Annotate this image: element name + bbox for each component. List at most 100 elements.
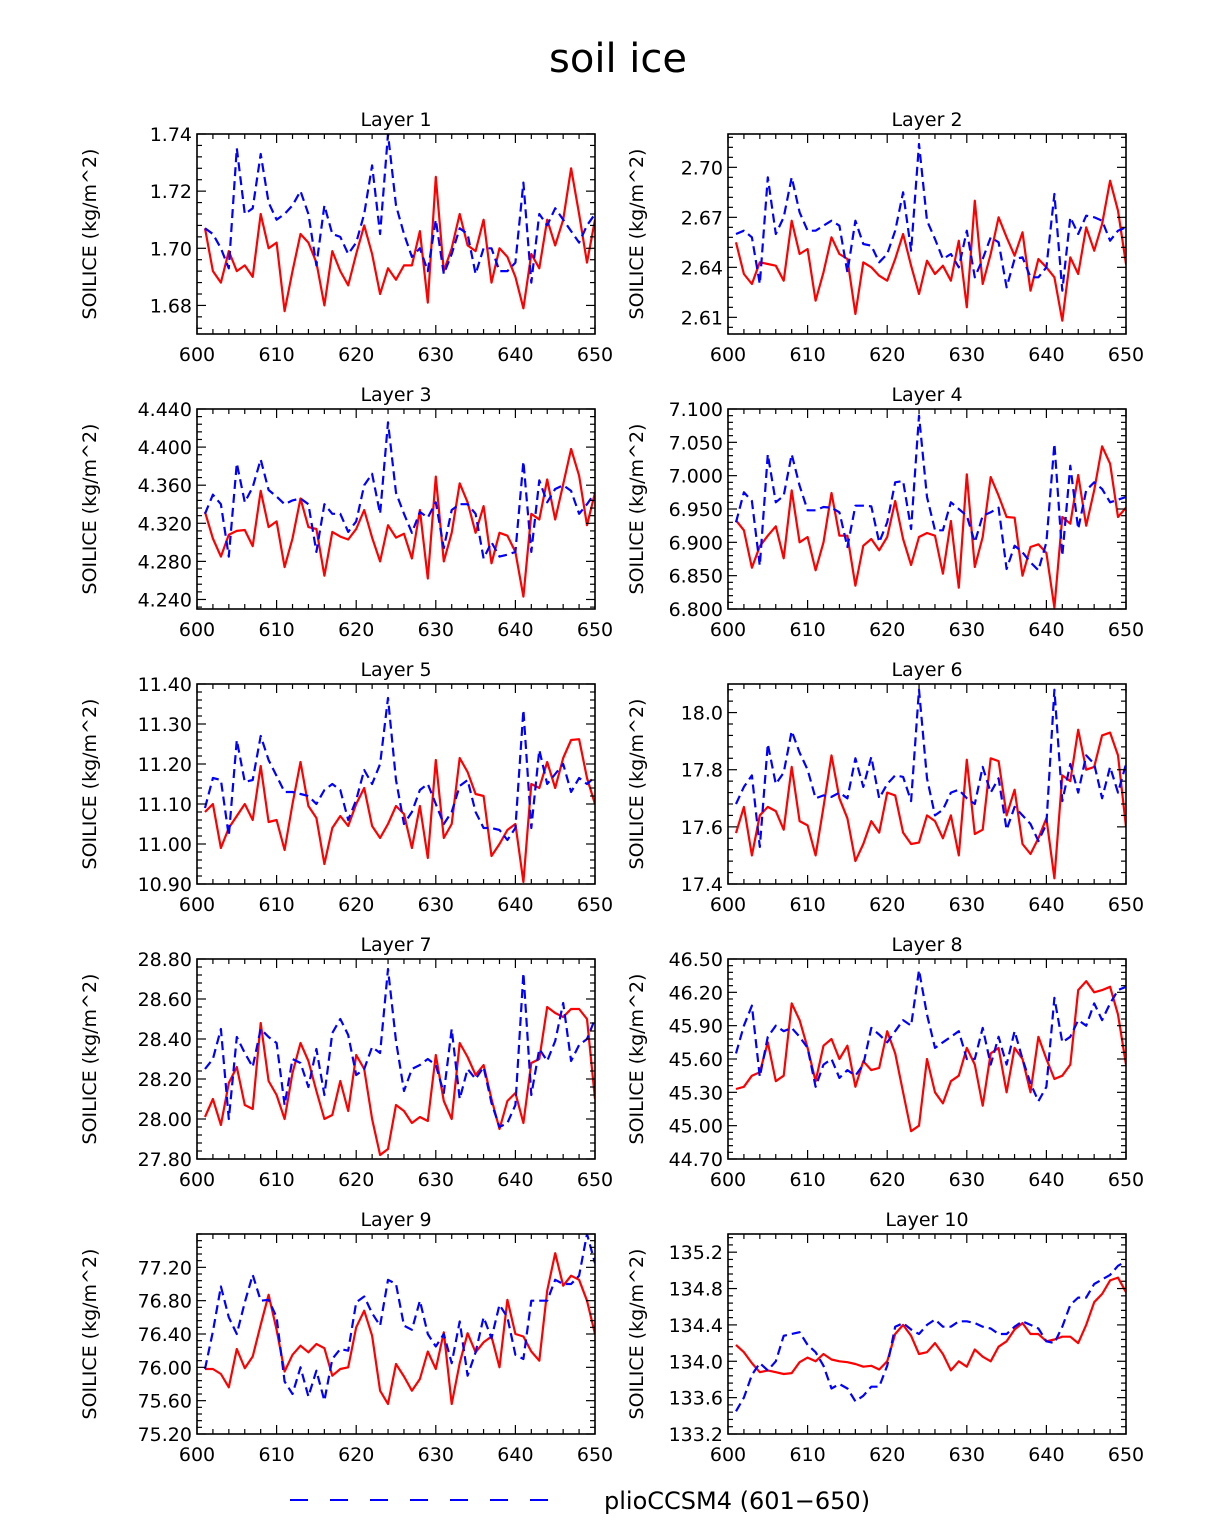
plot-frame [727, 1233, 1127, 1435]
y-tick-label: 17.8 [681, 760, 723, 782]
y-tick-label: 1.70 [150, 238, 192, 260]
x-tick-label: 650 [1108, 1444, 1144, 1466]
series-red-solid [203, 1005, 595, 1157]
x-tick-label: 620 [338, 1444, 374, 1466]
panel-5: Layer 5 SOILICE (kg/m^2) 600 610 620 630 640 65… [79, 659, 613, 916]
x-tick-label: 610 [789, 894, 825, 916]
panel-1: Layer 1 SOILICE (kg/m^2) 600 610 620 630 640 65… [79, 109, 613, 366]
series-blue-dashed [735, 688, 1126, 849]
x-tick-label: 600 [179, 344, 215, 366]
y-tick-label: 45.00 [669, 1116, 723, 1138]
y-tick-label: 76.40 [138, 1324, 192, 1346]
x-tick-label: 650 [1108, 1169, 1144, 1191]
x-tick-label: 610 [789, 1444, 825, 1466]
x-tick-label: 630 [418, 1169, 454, 1191]
legend-label: plioCCSM4 (601−650) [604, 1487, 870, 1515]
x-tick-label: 630 [418, 1444, 454, 1466]
series-blue-dashed [735, 1260, 1126, 1412]
y-tick-label: 18.0 [681, 703, 723, 725]
x-tick-label: 610 [258, 619, 294, 641]
series-blue-dashed [203, 421, 595, 560]
series-blue-dashed [734, 968, 1126, 1103]
x-tick-label: 610 [789, 1169, 825, 1191]
y-tick-label: 134.0 [669, 1351, 723, 1373]
y-tick-label: 134.4 [669, 1315, 723, 1337]
series-red-solid [203, 167, 595, 313]
series-red-solid [735, 445, 1126, 609]
x-tick-label: 600 [179, 619, 215, 641]
y-tick-label: 45.60 [669, 1049, 723, 1071]
panel-8: Layer 8 SOILICE (kg/m^2) 600 610 620 630 640 65… [626, 934, 1144, 1191]
y-tick-label: 28.00 [138, 1109, 192, 1131]
y-tick-label: 6.800 [669, 599, 723, 621]
x-tick-label: 620 [869, 894, 905, 916]
x-tick-label: 600 [710, 619, 746, 641]
y-tick-label: 11.30 [138, 714, 192, 736]
panel-3: Layer 3 SOILICE (kg/m^2) 600 610 620 630 640 65… [79, 384, 613, 641]
x-tick-label: 620 [869, 619, 905, 641]
x-tick-label: 650 [577, 1169, 613, 1191]
series-red-solid [205, 1252, 595, 1406]
x-tick-label: 610 [789, 619, 825, 641]
y-tick-label: 2.70 [681, 157, 723, 179]
panel-title: Layer 6 [891, 659, 962, 681]
y-tick-label: 1.72 [150, 181, 192, 203]
series-blue-dashed [204, 134, 595, 284]
x-tick-label: 600 [710, 344, 746, 366]
y-tick-label: 11.40 [138, 674, 192, 696]
legend: plioCCSM4 (601−650) [290, 1487, 870, 1515]
plot-frame [196, 683, 596, 885]
x-tick-label: 650 [1108, 619, 1144, 641]
plot-frame [727, 683, 1127, 885]
panel-title: Layer 10 [885, 1209, 968, 1231]
y-axis-label: SOILICE (kg/m^2) [79, 974, 101, 1145]
y-tick-label: 11.00 [138, 834, 192, 856]
y-axis-label: SOILICE (kg/m^2) [79, 424, 101, 595]
y-axis-label: SOILICE (kg/m^2) [626, 1249, 648, 1420]
y-tick-label: 75.60 [138, 1391, 192, 1413]
x-tick-label: 620 [338, 1169, 374, 1191]
series-red-solid [203, 447, 595, 598]
panel-9: Layer 9 SOILICE (kg/m^2) 600 610 620 630 640 65… [79, 1209, 613, 1466]
x-tick-label: 610 [789, 344, 825, 366]
x-tick-label: 630 [949, 1169, 985, 1191]
y-tick-label: 4.240 [138, 589, 192, 611]
y-tick-label: 17.4 [681, 874, 723, 896]
series-blue-dashed [203, 696, 595, 842]
panel-title: Layer 1 [360, 109, 431, 131]
y-tick-label: 28.40 [138, 1029, 192, 1051]
y-tick-label: 4.400 [138, 437, 192, 459]
y-tick-label: 2.61 [681, 307, 723, 329]
x-tick-label: 600 [179, 894, 215, 916]
x-tick-label: 650 [1108, 344, 1144, 366]
x-tick-label: 640 [497, 1444, 533, 1466]
x-tick-label: 650 [577, 1444, 613, 1466]
y-tick-label: 6.900 [669, 532, 723, 554]
y-tick-label: 45.90 [669, 1016, 723, 1038]
x-tick-label: 630 [418, 619, 454, 641]
panel-4: Layer 4 SOILICE (kg/m^2) 600 610 620 630 640 65… [626, 384, 1144, 641]
series-red-solid [735, 980, 1126, 1133]
y-tick-label: 7.100 [669, 399, 723, 421]
y-tick-label: 46.50 [669, 949, 723, 971]
y-tick-label: 17.6 [681, 817, 723, 839]
x-tick-label: 630 [949, 619, 985, 641]
y-axis-label: SOILICE (kg/m^2) [626, 424, 648, 595]
x-tick-label: 600 [179, 1444, 215, 1466]
plot-frame [727, 133, 1127, 335]
x-tick-label: 630 [949, 1444, 985, 1466]
y-tick-label: 11.10 [138, 794, 192, 816]
x-tick-label: 640 [1028, 1169, 1064, 1191]
x-tick-label: 600 [710, 1444, 746, 1466]
x-tick-label: 620 [338, 619, 374, 641]
panel-2: Layer 2 SOILICE (kg/m^2) 600 610 620 630 640 65… [626, 109, 1144, 366]
x-tick-label: 600 [710, 894, 746, 916]
series-red-solid [734, 728, 1126, 880]
panel-title: Layer 9 [360, 1209, 431, 1231]
y-tick-label: 10.90 [138, 874, 192, 896]
y-tick-label: 4.280 [138, 551, 192, 573]
x-tick-label: 610 [258, 344, 294, 366]
y-tick-label: 133.2 [669, 1424, 723, 1446]
x-tick-label: 650 [577, 894, 613, 916]
x-tick-label: 650 [577, 344, 613, 366]
